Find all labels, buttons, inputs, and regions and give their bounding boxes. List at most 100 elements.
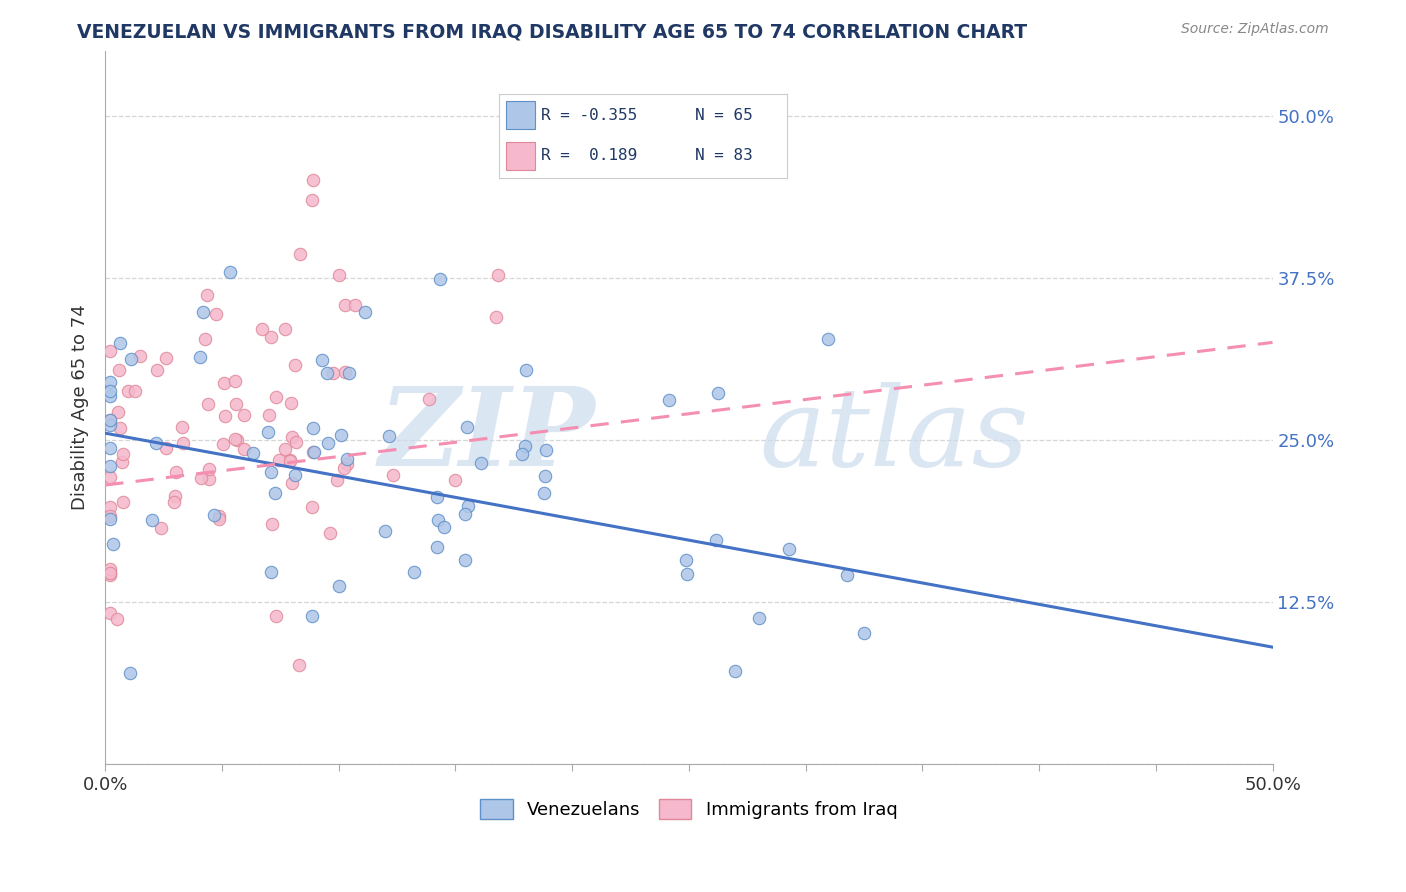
Point xyxy=(202,508,225,522)
Point xyxy=(285,434,308,449)
Point xyxy=(278,453,301,467)
Y-axis label: Disability Age 65 to 74: Disability Age 65 to 74 xyxy=(72,304,89,510)
Point xyxy=(707,386,730,401)
Point xyxy=(337,366,360,380)
Point xyxy=(218,265,240,279)
Point xyxy=(105,612,128,626)
Point xyxy=(191,304,214,318)
Legend: Venezuelans, Immigrants from Iraq: Venezuelans, Immigrants from Iraq xyxy=(472,792,904,826)
Point xyxy=(197,397,219,411)
Point xyxy=(675,566,697,581)
Point xyxy=(280,395,302,409)
Point xyxy=(328,268,350,282)
Point xyxy=(98,568,121,582)
Point xyxy=(457,499,479,513)
Point xyxy=(301,608,323,623)
Point xyxy=(98,389,121,403)
Point xyxy=(724,664,747,678)
Text: ZIP: ZIP xyxy=(378,382,596,490)
Point xyxy=(335,298,357,312)
Point xyxy=(260,329,283,343)
Point xyxy=(225,397,247,411)
Point xyxy=(302,445,325,459)
Point xyxy=(301,500,323,515)
Point xyxy=(533,486,555,500)
Point xyxy=(212,437,235,451)
Point xyxy=(108,363,131,377)
Point xyxy=(344,297,367,311)
Point xyxy=(98,561,121,575)
Point xyxy=(837,568,859,582)
Point xyxy=(190,471,212,485)
Point xyxy=(354,304,377,318)
Text: Source: ZipAtlas.com: Source: ZipAtlas.com xyxy=(1181,22,1329,37)
Point xyxy=(141,513,163,527)
Point xyxy=(852,625,875,640)
Point xyxy=(274,442,297,457)
Point xyxy=(316,435,339,450)
Point xyxy=(311,352,333,367)
Point xyxy=(260,565,283,579)
Point xyxy=(224,432,246,446)
Point xyxy=(402,565,425,579)
Point xyxy=(108,335,131,350)
Point xyxy=(145,435,167,450)
Point xyxy=(198,462,221,476)
Point xyxy=(273,322,295,336)
Point xyxy=(278,453,301,467)
Point xyxy=(301,445,323,459)
Point xyxy=(336,457,359,471)
Point xyxy=(378,429,401,443)
Point xyxy=(98,417,121,432)
Point xyxy=(284,468,307,483)
Point xyxy=(267,452,290,467)
Point xyxy=(322,367,344,381)
Bar xyxy=(506,142,536,169)
Point xyxy=(242,446,264,460)
Point xyxy=(98,606,121,620)
Point xyxy=(429,272,451,286)
Point xyxy=(301,194,323,208)
Point xyxy=(111,454,134,468)
Point xyxy=(155,351,177,365)
Point xyxy=(817,332,839,346)
Point xyxy=(328,579,350,593)
Point xyxy=(250,322,273,336)
Point xyxy=(453,552,475,566)
Point xyxy=(111,495,134,509)
Point xyxy=(536,443,558,458)
Text: R = -0.355: R = -0.355 xyxy=(541,108,637,123)
Point xyxy=(316,366,339,380)
Point xyxy=(433,520,456,534)
Point xyxy=(233,442,256,456)
Point xyxy=(374,524,396,538)
Point xyxy=(98,566,121,580)
Point xyxy=(260,465,283,479)
Point xyxy=(98,512,121,526)
Point xyxy=(165,465,187,479)
Point xyxy=(108,420,131,434)
Point xyxy=(198,472,221,486)
Point xyxy=(188,350,211,364)
Text: N = 83: N = 83 xyxy=(695,148,752,163)
Point xyxy=(333,365,356,379)
Point xyxy=(332,461,354,475)
Point xyxy=(284,358,307,372)
Point xyxy=(98,413,121,427)
Text: atlas: atlas xyxy=(759,382,1029,490)
Point xyxy=(319,526,342,541)
Point xyxy=(124,384,146,398)
Point xyxy=(281,430,304,444)
Point xyxy=(98,413,121,427)
Point xyxy=(510,446,533,460)
Text: R =  0.189: R = 0.189 xyxy=(541,148,637,163)
Point xyxy=(426,540,449,554)
Point xyxy=(98,509,121,524)
Point xyxy=(263,486,285,500)
Point xyxy=(325,473,347,487)
Point xyxy=(117,384,139,398)
Point xyxy=(470,456,492,470)
Text: VENEZUELAN VS IMMIGRANTS FROM IRAQ DISABILITY AGE 65 TO 74 CORRELATION CHART: VENEZUELAN VS IMMIGRANTS FROM IRAQ DISAB… xyxy=(77,22,1028,41)
Point xyxy=(281,476,304,491)
Point xyxy=(129,349,152,363)
